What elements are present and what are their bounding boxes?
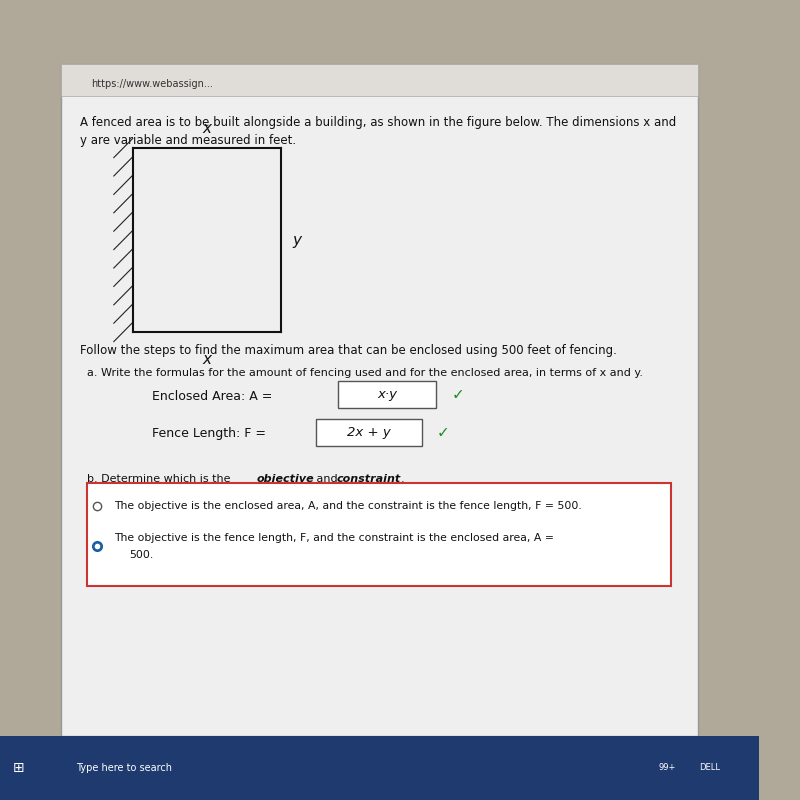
Text: ✓: ✓ — [437, 426, 450, 440]
Bar — [61, 64, 698, 96]
Text: a. Write the formulas for the amount of fencing used and for the enclosed area, : a. Write the formulas for the amount of … — [87, 368, 643, 378]
Text: ⊞: ⊞ — [13, 761, 25, 775]
Text: The objective is the enclosed area, A, and the constraint is the fence length, F: The objective is the enclosed area, A, a… — [114, 501, 582, 510]
Text: y: y — [292, 233, 301, 247]
Text: A fenced area is to be built alongside a building, as shown in the figure below.: A fenced area is to be built alongside a… — [80, 116, 676, 147]
Text: x: x — [202, 121, 211, 136]
Bar — [61, 64, 698, 736]
Bar — [87, 483, 671, 586]
Text: and: and — [314, 474, 342, 483]
Bar — [338, 381, 436, 408]
Text: The objective is the fence length, F, and the constraint is the enclosed area, A: The objective is the fence length, F, an… — [114, 533, 554, 542]
Text: .: . — [401, 474, 404, 483]
Text: 2x + y: 2x + y — [347, 426, 390, 439]
Bar — [0, 736, 758, 800]
Text: constraint: constraint — [337, 474, 401, 483]
Text: Enclosed Area: A =: Enclosed Area: A = — [152, 390, 276, 402]
Text: Follow the steps to find the maximum area that can be enclosed using 500 feet of: Follow the steps to find the maximum are… — [80, 344, 617, 357]
Text: x: x — [202, 352, 211, 367]
Text: x·y: x·y — [377, 388, 397, 401]
Text: https://www.webassign...: https://www.webassign... — [91, 79, 213, 89]
Text: ✓: ✓ — [451, 387, 464, 402]
Text: objective: objective — [257, 474, 314, 483]
Text: 99+: 99+ — [659, 763, 676, 773]
Text: b. Determine which is the: b. Determine which is the — [87, 474, 234, 483]
Text: Type here to search: Type here to search — [76, 763, 172, 773]
Text: Fence Length: F =: Fence Length: F = — [152, 427, 270, 440]
Text: DELL: DELL — [699, 763, 720, 773]
Text: 500.: 500. — [129, 550, 154, 560]
Bar — [315, 419, 422, 446]
